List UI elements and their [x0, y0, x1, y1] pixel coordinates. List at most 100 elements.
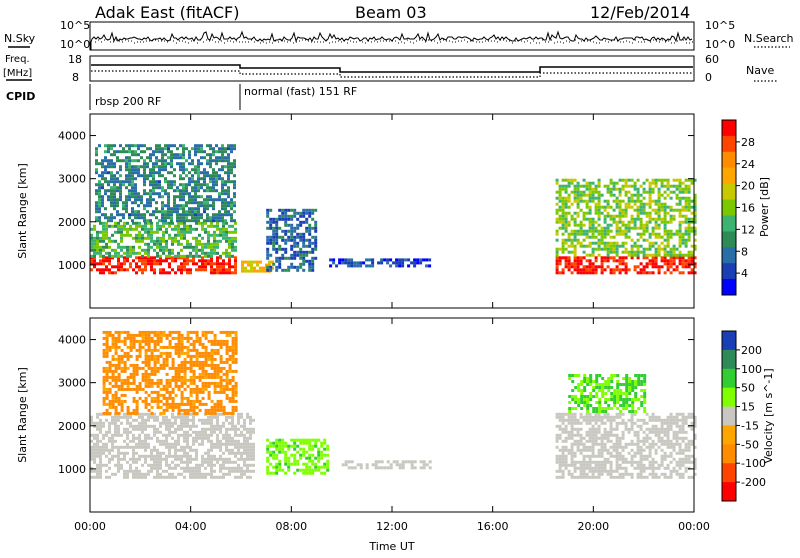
- power-cell: [110, 192, 113, 195]
- power-cell: [171, 268, 174, 271]
- power-cell: [556, 268, 559, 271]
- velocity-cell: [187, 334, 190, 337]
- velocity-cell: [580, 440, 583, 443]
- velocity-cell: [135, 470, 138, 473]
- velocity-cell: [234, 434, 237, 437]
- velocity-cell: [562, 455, 565, 458]
- power-cell: [227, 174, 230, 177]
- velocity-cell: [249, 452, 252, 455]
- velocity-cell: [562, 416, 565, 419]
- power-cell: [131, 207, 134, 210]
- velocity-cell: [139, 340, 142, 343]
- power-cell: [120, 262, 123, 265]
- velocity-cell: [577, 449, 580, 452]
- power-cell: [622, 230, 625, 233]
- velocity-cell: [658, 440, 661, 443]
- velocity-cell: [118, 367, 121, 370]
- velocity-cell: [163, 412, 166, 415]
- power-cell: [556, 221, 559, 224]
- power-cell: [562, 197, 565, 200]
- velocity-cell: [326, 466, 329, 469]
- velocity-cell: [201, 461, 204, 464]
- velocity-cell: [150, 452, 153, 455]
- power-cell: [131, 150, 134, 153]
- power-cell: [631, 215, 634, 218]
- power-cell: [556, 197, 559, 200]
- sky-left-tick-bottom: 10^0: [60, 38, 90, 51]
- velocity-cell: [157, 385, 160, 388]
- velocity-cell: [640, 449, 643, 452]
- y-tick-label: 2000: [58, 216, 86, 229]
- velocity-cell: [174, 452, 177, 455]
- velocity-cell: [114, 425, 117, 428]
- power-cell: [607, 215, 610, 218]
- velocity-cell: [126, 431, 129, 434]
- power-cell: [634, 242, 637, 245]
- power-cell: [128, 168, 131, 171]
- power-cell: [189, 225, 192, 228]
- velocity-cell: [655, 449, 658, 452]
- velocity-cell: [571, 443, 574, 446]
- power-cell: [206, 171, 209, 174]
- velocity-cell: [616, 476, 619, 479]
- power-cell: [293, 245, 296, 248]
- power-cell: [194, 198, 197, 201]
- power-cell: [164, 153, 167, 156]
- velocity-cell: [559, 461, 562, 464]
- velocity-cell: [145, 361, 148, 364]
- power-cell: [162, 237, 165, 240]
- velocity-cell: [266, 472, 269, 475]
- velocity-cell: [393, 460, 396, 463]
- power-cell: [113, 183, 116, 186]
- velocity-cell: [604, 449, 607, 452]
- power-cell: [104, 144, 107, 147]
- velocity-cell: [190, 388, 193, 391]
- power-cell: [116, 156, 119, 159]
- velocity-cell: [673, 443, 676, 446]
- power-cell: [135, 265, 138, 268]
- velocity-cell: [135, 458, 138, 461]
- power-cell: [159, 271, 162, 274]
- velocity-cell: [198, 443, 201, 446]
- power-cell: [194, 168, 197, 171]
- power-cell: [604, 259, 607, 262]
- power-cell: [228, 259, 231, 262]
- velocity-cell: [574, 452, 577, 455]
- velocity-cell: [302, 463, 305, 466]
- power-cell: [571, 239, 574, 242]
- velocity-cell: [305, 469, 308, 472]
- velocity-cell: [580, 416, 583, 419]
- freq-panel: Freq. [MHz] 18 8 60 0 Nave: [3, 53, 778, 84]
- power-cell: [631, 218, 634, 221]
- power-cell: [158, 219, 161, 222]
- velocity-cell: [154, 355, 157, 358]
- power-cell: [616, 227, 619, 230]
- power-cell: [132, 259, 135, 262]
- velocity-cell: [640, 470, 643, 473]
- velocity-cell: [308, 439, 311, 442]
- velocity-cell: [589, 476, 592, 479]
- velocity-cell: [111, 440, 114, 443]
- power-cell: [197, 216, 200, 219]
- power-cell: [120, 240, 123, 243]
- velocity-cell: [163, 394, 166, 397]
- power-cell: [104, 207, 107, 210]
- velocity-cell: [115, 406, 118, 409]
- power-cell: [643, 271, 646, 274]
- power-cell: [134, 189, 137, 192]
- power-cell: [215, 174, 218, 177]
- power-cell: [155, 192, 158, 195]
- velocity-cell: [112, 394, 115, 397]
- velocity-cell: [142, 337, 145, 340]
- power-cell: [141, 225, 144, 228]
- power-cell: [189, 268, 192, 271]
- velocity-cell: [142, 379, 145, 382]
- velocity-cell: [235, 400, 238, 403]
- power-cell: [628, 224, 631, 227]
- power-cell: [679, 256, 682, 259]
- power-cell: [185, 210, 188, 213]
- power-cell: [176, 189, 179, 192]
- power-cell: [156, 240, 159, 243]
- power-cell: [170, 159, 173, 162]
- velocity-cell: [204, 461, 207, 464]
